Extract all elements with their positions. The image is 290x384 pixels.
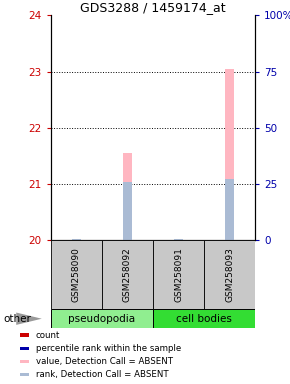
Bar <box>20 346 29 349</box>
Text: other: other <box>3 314 31 324</box>
Text: GSM258092: GSM258092 <box>123 247 132 302</box>
Bar <box>20 373 29 376</box>
Bar <box>72 239 81 240</box>
Polygon shape <box>16 313 42 325</box>
Text: pseudopodia: pseudopodia <box>68 314 135 324</box>
Bar <box>153 309 255 328</box>
Text: GSM258090: GSM258090 <box>72 247 81 302</box>
Bar <box>123 182 132 240</box>
Bar <box>20 360 29 363</box>
Text: rank, Detection Call = ABSENT: rank, Detection Call = ABSENT <box>36 370 168 379</box>
Bar <box>51 240 102 309</box>
Text: GSM258093: GSM258093 <box>225 247 234 302</box>
Text: cell bodies: cell bodies <box>176 314 232 324</box>
Bar <box>102 240 153 309</box>
Bar <box>153 240 204 309</box>
Bar <box>204 240 255 309</box>
Text: GSM258091: GSM258091 <box>174 247 183 302</box>
Text: count: count <box>36 331 60 339</box>
Text: value, Detection Call = ABSENT: value, Detection Call = ABSENT <box>36 357 173 366</box>
Bar <box>20 333 29 336</box>
Title: GDS3288 / 1459174_at: GDS3288 / 1459174_at <box>80 1 226 14</box>
Text: percentile rank within the sample: percentile rank within the sample <box>36 344 181 353</box>
Bar <box>123 153 132 240</box>
Bar <box>51 309 153 328</box>
Bar <box>225 179 234 240</box>
Bar <box>174 239 183 240</box>
Bar <box>225 69 234 240</box>
